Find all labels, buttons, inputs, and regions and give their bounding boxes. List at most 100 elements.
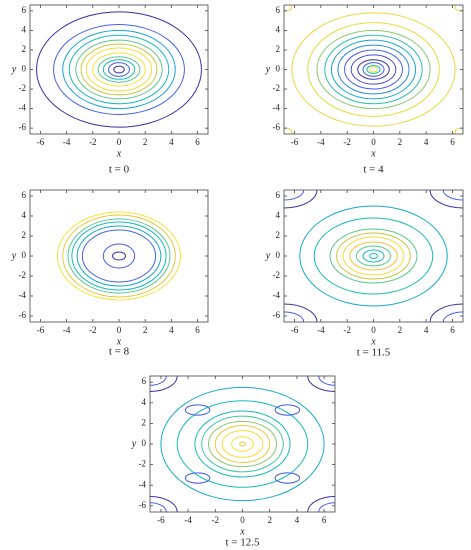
contour-line (291, 12, 456, 127)
x-tick-label: 6 (195, 137, 200, 147)
y-tick-label: -2 (19, 270, 27, 280)
x-tick-label: 4 (169, 325, 174, 335)
y-tick-label: -2 (139, 459, 147, 469)
contour-line (214, 424, 271, 464)
contour-line (53, 24, 185, 115)
x-tick-label: 2 (398, 137, 403, 147)
x-tick-label: 0 (371, 325, 376, 335)
axes-frame (29, 189, 209, 323)
contour-line (362, 249, 385, 263)
y-tick-label: -6 (273, 122, 281, 132)
x-axis-label: x (116, 148, 122, 159)
contour-line (207, 420, 278, 468)
y-tick-label: 0 (22, 64, 27, 74)
panel: -6 -4 -2 0 2 4 6 -6 -4 -2 0 2 4 6 x y t = 12.5 (131, 375, 336, 549)
x-tick-label: -4 (63, 137, 71, 147)
contour-line (366, 65, 381, 74)
contour-line (67, 218, 171, 294)
contour-line (342, 236, 405, 276)
contour-line (350, 54, 397, 85)
x-axis-label: x (370, 336, 376, 347)
contour-line (324, 34, 423, 105)
y-tick-label: -2 (273, 83, 281, 93)
x-tick-label: 0 (371, 137, 376, 147)
y-tick-label: -2 (273, 270, 281, 280)
contour-line (221, 430, 264, 458)
x-tick-label: 2 (267, 515, 272, 525)
y-tick-label: 2 (142, 417, 147, 427)
x-tick-label: -6 (37, 137, 45, 147)
caption: t = 12.5 (225, 537, 260, 549)
y-axis-label: y (265, 64, 271, 75)
x-tick-label: -4 (317, 137, 325, 147)
contour-line (108, 62, 130, 77)
x-axis-label: x (370, 148, 376, 159)
panel: -6 -4 -2 0 2 4 6 -6 -4 -2 0 2 4 6 x y t = 8 (11, 189, 209, 358)
y-tick-label: -6 (139, 500, 147, 510)
x-tick-label: 2 (143, 137, 148, 147)
contour-line (313, 217, 434, 295)
x-tick-label: -4 (63, 325, 71, 335)
contour-line (75, 39, 163, 100)
y-tick-label: 4 (22, 24, 27, 34)
contour-line (102, 59, 136, 80)
y-tick-label: 6 (276, 5, 281, 15)
contour-line (307, 22, 440, 117)
contour-line (274, 472, 301, 484)
caption: t = 0 (109, 164, 130, 176)
x-tick-label: -6 (157, 515, 165, 525)
axes-frame (283, 189, 464, 323)
contours (56, 211, 182, 301)
y-axis-label: y (265, 250, 271, 261)
y-tick-label: 2 (276, 44, 281, 54)
y-tick-label: -6 (19, 310, 27, 320)
contour-line (111, 251, 127, 261)
y-tick-label: 6 (22, 5, 27, 15)
x-tick-label: -6 (37, 325, 45, 335)
contour-line (454, 127, 463, 134)
contour-line (231, 436, 254, 452)
contour-line (71, 221, 167, 291)
y-tick-label: -6 (19, 122, 27, 132)
x-tick-label: 0 (117, 325, 122, 335)
contours (150, 376, 335, 512)
contour-line (184, 404, 211, 416)
contour-line (344, 49, 403, 90)
caption: t = 4 (363, 164, 384, 176)
x-tick-label: 4 (295, 515, 300, 525)
contour-line (357, 59, 390, 80)
y-axis-label: y (11, 64, 17, 75)
x-tick-label: 2 (143, 325, 148, 335)
y-tick-label: 0 (276, 250, 281, 260)
panel: -6 -4 -2 0 2 4 6 -6 -4 -2 0 2 4 6 x y t = 4 (265, 4, 464, 176)
contour-line (184, 472, 211, 484)
contour-line (454, 5, 463, 12)
x-tick-label: 4 (424, 137, 429, 147)
contour-line (299, 205, 448, 307)
y-tick-label: 6 (142, 376, 147, 386)
y-axis-label: y (11, 250, 17, 261)
caption: t = 8 (109, 346, 130, 358)
y-tick-label: -6 (273, 310, 281, 320)
x-tick-label: 4 (169, 137, 174, 147)
y-tick-label: -4 (139, 479, 147, 489)
contour-line (56, 211, 182, 301)
y-tick-label: 0 (142, 438, 147, 448)
contour-line (239, 441, 246, 447)
x-tick-label: -2 (343, 325, 351, 335)
y-tick-label: 6 (22, 190, 27, 200)
contours (284, 5, 463, 134)
y-axis-label: y (131, 438, 137, 449)
contour-line (284, 127, 293, 134)
x-tick-label: 6 (450, 137, 455, 147)
contour-line (330, 39, 417, 100)
y-tick-label: 4 (22, 210, 27, 220)
y-tick-label: 0 (276, 64, 281, 74)
panel: -6 -4 -2 0 2 4 6 -6 -4 -2 0 2 4 6 x y t = 11.5 (265, 189, 464, 359)
contour-line (102, 243, 136, 269)
x-tick-label: 6 (322, 515, 327, 525)
x-tick-label: 2 (398, 325, 403, 335)
contour-line (337, 44, 410, 95)
x-tick-label: 6 (450, 325, 455, 335)
